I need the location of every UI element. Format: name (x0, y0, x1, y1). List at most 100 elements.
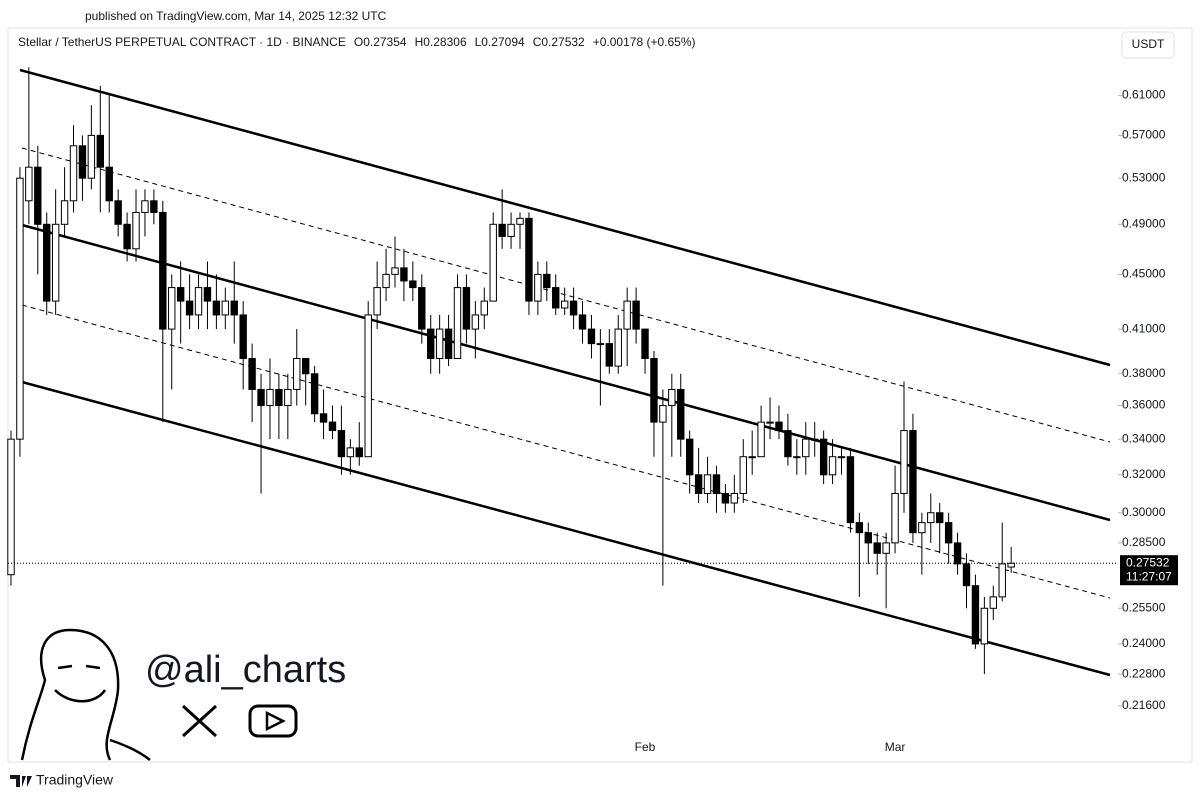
x-tick-label: Mar (885, 740, 906, 754)
footer-brand: TradingView (36, 772, 114, 788)
candle-body (51, 223, 60, 302)
symbol: Stellar / TetherUS PERPETUAL CONTRACT · … (18, 35, 346, 49)
candle-body (480, 300, 488, 316)
candle-body (623, 300, 631, 330)
candle-body (694, 474, 703, 494)
candle-body (864, 532, 872, 544)
face-smile (54, 689, 107, 703)
y-tick-label: 0.34000 (1122, 431, 1166, 445)
ohlc-open: O0.27354 (353, 35, 407, 49)
candle-body (248, 358, 256, 390)
y-tick-label: 0.41000 (1122, 321, 1166, 335)
candle-body (677, 388, 685, 440)
candle-body (927, 512, 935, 524)
candle-body (918, 522, 926, 534)
candle-body (730, 492, 739, 504)
candle-body (427, 328, 435, 360)
youtube-play (265, 710, 286, 732)
ohlc-close: C0.27532 (532, 35, 585, 49)
candle-body (936, 512, 944, 524)
candle-body (132, 211, 140, 250)
candle-body (194, 287, 203, 316)
candle-body (471, 314, 480, 330)
candle-body (355, 447, 363, 458)
channel-dashed-upper (21, 147, 1111, 443)
candle-body (319, 413, 328, 423)
candle-body (721, 492, 730, 504)
candle-body (34, 166, 42, 225)
candle-body (846, 456, 855, 524)
candle-body (400, 267, 408, 282)
candle-body (1007, 562, 1015, 568)
candle-body (462, 287, 471, 330)
candle-body (275, 388, 283, 407)
candle-body (328, 421, 337, 432)
y-tick-label: 0.21600 (1122, 698, 1166, 712)
candle-body (784, 430, 792, 458)
candle-body (534, 273, 542, 302)
y-tick-label: 0.45000 (1122, 267, 1166, 281)
candle-body (748, 456, 756, 459)
candle-body (141, 200, 149, 213)
candle-body (409, 280, 417, 289)
countdown: 11:27:07 (1126, 569, 1172, 583)
candle-body (159, 211, 167, 330)
y-tick-label: 0.22800 (1122, 666, 1166, 680)
face-shoulder (109, 738, 151, 761)
candle-body (525, 217, 533, 302)
candle-body (980, 607, 989, 645)
channel-middle (21, 223, 1111, 522)
candle-body (43, 223, 51, 302)
candle-body (552, 287, 560, 309)
channel-dashed-lower (21, 304, 1111, 599)
x-tick-label: Feb (635, 740, 656, 754)
y-tick-label: 0.61000 (1122, 88, 1166, 102)
candle-body (185, 300, 194, 316)
y-tick-label: 0.28500 (1122, 535, 1166, 549)
candle-body (828, 456, 837, 476)
candle-body (203, 287, 212, 302)
candle-body (685, 438, 694, 476)
y-tick-label: 0.49000 (1122, 216, 1166, 230)
candle-body (578, 314, 587, 330)
watermark: @ali_charts (145, 649, 346, 691)
candle-body (498, 223, 506, 237)
candle-body (69, 145, 78, 202)
candle-body (346, 447, 355, 458)
candle-body (435, 328, 444, 360)
candle-body (668, 388, 676, 407)
candle-body (230, 300, 238, 316)
candle-body (641, 328, 649, 360)
candle-body (703, 474, 712, 494)
candle-body (962, 563, 971, 587)
candle-body (212, 300, 221, 316)
candle-body (766, 421, 774, 424)
candle-body (444, 328, 453, 360)
candle-body (507, 223, 515, 237)
candle-body (953, 542, 962, 565)
frame (7, 27, 1193, 763)
candle-body (114, 200, 122, 225)
candle-body (882, 542, 890, 554)
channel-dashed (21, 147, 1111, 599)
tv-logo (10, 775, 32, 787)
candle-body (775, 421, 783, 432)
y-tick-label: 0.30000 (1122, 505, 1166, 519)
candle-body (516, 217, 524, 225)
candle-body (453, 287, 462, 360)
candle-body (837, 456, 846, 459)
candle-body (293, 358, 301, 390)
y-tick-label: 0.36000 (1122, 398, 1166, 412)
candle-body (650, 358, 658, 423)
candle-body (569, 300, 578, 316)
candle-body (712, 474, 721, 494)
candle-body (87, 134, 96, 179)
candle-body (819, 438, 828, 476)
channel-upper (19, 68, 1111, 367)
candle-body (891, 492, 899, 544)
candle-body (168, 287, 176, 330)
candle-body (221, 300, 230, 316)
candle-body (105, 166, 113, 202)
